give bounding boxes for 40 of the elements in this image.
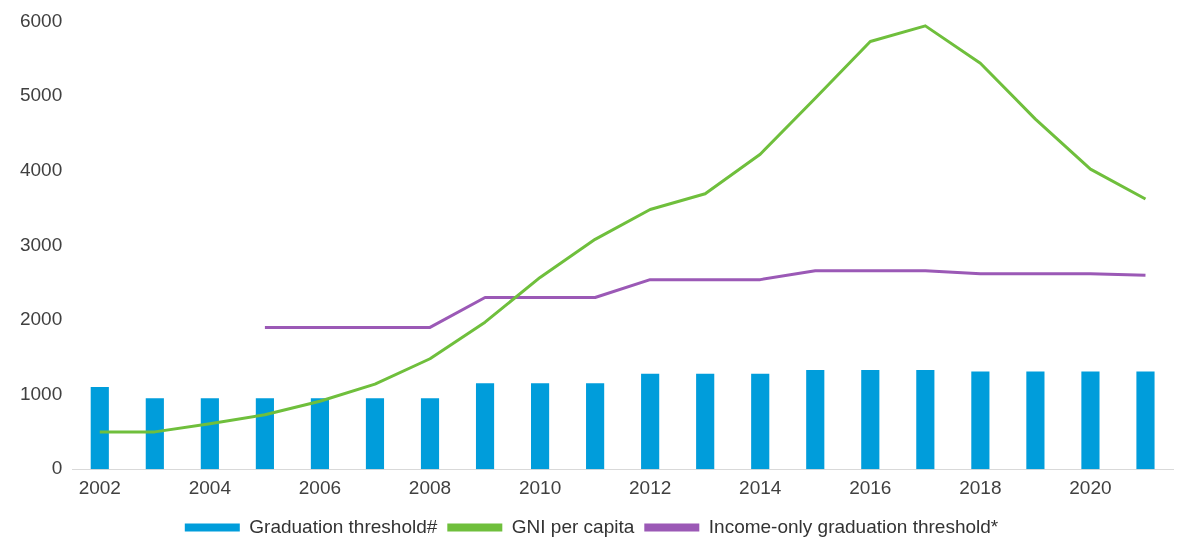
bar xyxy=(200,398,219,470)
bar xyxy=(696,373,715,470)
bar xyxy=(641,373,660,470)
y-tick-label: 4000 xyxy=(19,158,63,180)
bar xyxy=(1026,371,1045,470)
bar xyxy=(861,369,880,470)
bar xyxy=(971,371,990,470)
bar xyxy=(255,398,274,470)
bar xyxy=(475,383,495,470)
y-tick-label: 1000 xyxy=(19,382,63,404)
bar xyxy=(1081,371,1100,470)
y-tick-label: 3000 xyxy=(19,233,63,255)
y-tick-label: 5000 xyxy=(19,84,63,106)
bar xyxy=(586,383,605,470)
bar xyxy=(420,398,440,470)
y-tick-label: 2000 xyxy=(19,308,63,330)
bar xyxy=(365,398,385,470)
legend-label: GNI per capita xyxy=(511,515,635,537)
x-tick-label: 2016 xyxy=(849,476,892,498)
bar xyxy=(310,398,330,470)
bar xyxy=(1136,371,1155,470)
x-tick-label: 2008 xyxy=(408,476,452,498)
x-tick-label: 2020 xyxy=(1069,476,1112,498)
bar xyxy=(531,383,550,470)
x-tick-label: 2002 xyxy=(78,476,121,498)
x-tick-label: 2010 xyxy=(518,476,562,498)
y-tick-label: 6000 xyxy=(19,9,63,31)
x-tick-label: 2018 xyxy=(959,476,1002,498)
bar xyxy=(806,369,825,470)
x-tick-label: 2004 xyxy=(188,476,232,498)
bar xyxy=(751,373,770,470)
x-tick-label: 2014 xyxy=(739,476,782,498)
x-tick-label: 2006 xyxy=(298,476,342,498)
legend-label: Income-only graduation threshold* xyxy=(708,515,999,537)
bar xyxy=(916,369,935,470)
bar xyxy=(90,387,109,470)
bar xyxy=(145,398,164,470)
legend-label: Graduation threshold# xyxy=(249,515,438,537)
x-tick-label: 2012 xyxy=(629,476,672,498)
y-tick-label: 0 xyxy=(51,457,63,479)
